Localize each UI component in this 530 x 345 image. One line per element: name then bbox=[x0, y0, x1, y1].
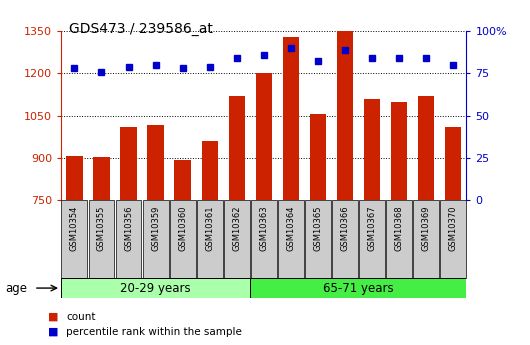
Bar bbox=[413, 200, 439, 278]
Text: GSM10370: GSM10370 bbox=[448, 206, 457, 251]
Bar bbox=[201, 141, 218, 200]
Bar bbox=[174, 160, 191, 200]
Text: GSM10362: GSM10362 bbox=[232, 206, 241, 251]
Text: 65-71 years: 65-71 years bbox=[323, 282, 394, 295]
Bar bbox=[364, 99, 380, 200]
Text: count: count bbox=[66, 312, 96, 322]
Bar bbox=[170, 200, 196, 278]
Bar bbox=[418, 96, 434, 200]
Bar bbox=[337, 31, 353, 200]
Text: GSM10359: GSM10359 bbox=[151, 206, 160, 251]
Text: ■: ■ bbox=[48, 327, 58, 337]
Text: percentile rank within the sample: percentile rank within the sample bbox=[66, 327, 242, 337]
Bar bbox=[147, 125, 164, 200]
Text: GSM10360: GSM10360 bbox=[178, 206, 187, 251]
Bar bbox=[310, 114, 326, 200]
Text: GSM10356: GSM10356 bbox=[124, 206, 133, 251]
Bar bbox=[251, 200, 277, 278]
Bar bbox=[391, 102, 407, 200]
Bar bbox=[228, 96, 245, 200]
Bar bbox=[359, 200, 385, 278]
Bar bbox=[305, 200, 331, 278]
Bar bbox=[120, 127, 137, 200]
Text: 20-29 years: 20-29 years bbox=[120, 282, 191, 295]
Bar bbox=[89, 200, 114, 278]
Bar bbox=[250, 278, 466, 298]
Text: ■: ■ bbox=[48, 312, 58, 322]
Text: GSM10367: GSM10367 bbox=[367, 206, 376, 251]
Text: GDS473 / 239586_at: GDS473 / 239586_at bbox=[69, 22, 213, 37]
Bar bbox=[61, 200, 87, 278]
Bar bbox=[332, 200, 358, 278]
Bar bbox=[278, 200, 304, 278]
Bar bbox=[282, 37, 299, 200]
Text: age: age bbox=[5, 282, 28, 295]
Bar bbox=[440, 200, 466, 278]
Bar bbox=[61, 278, 250, 298]
Bar bbox=[255, 73, 272, 200]
Text: GSM10368: GSM10368 bbox=[394, 206, 403, 251]
Bar bbox=[445, 127, 461, 200]
Text: GSM10355: GSM10355 bbox=[97, 206, 106, 251]
Bar bbox=[66, 156, 83, 200]
Bar bbox=[386, 200, 412, 278]
Bar bbox=[116, 200, 142, 278]
Text: GSM10354: GSM10354 bbox=[70, 206, 79, 251]
Text: GSM10369: GSM10369 bbox=[421, 206, 430, 251]
Text: GSM10363: GSM10363 bbox=[259, 206, 268, 251]
Bar bbox=[93, 157, 110, 200]
Text: GSM10364: GSM10364 bbox=[286, 206, 295, 251]
Text: GSM10361: GSM10361 bbox=[205, 206, 214, 251]
Text: GSM10365: GSM10365 bbox=[313, 206, 322, 251]
Bar bbox=[224, 200, 250, 278]
Bar bbox=[197, 200, 223, 278]
Text: GSM10366: GSM10366 bbox=[340, 206, 349, 251]
Bar bbox=[143, 200, 169, 278]
